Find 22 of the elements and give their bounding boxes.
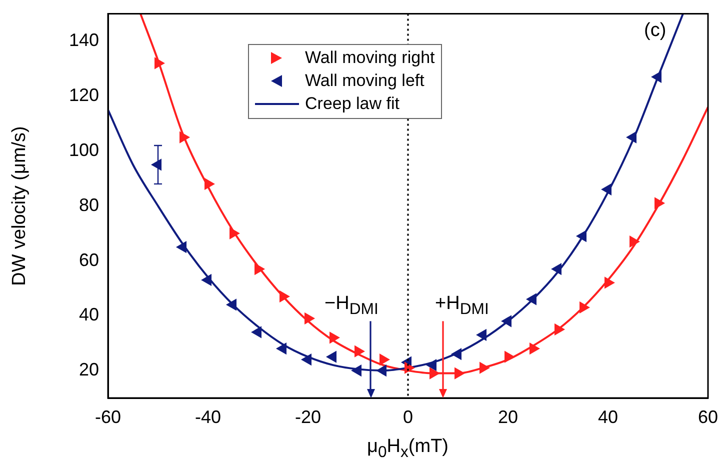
- legend-label: Wall moving right: [305, 48, 435, 68]
- y-tick-label: 100: [68, 140, 99, 160]
- x-tick-label: 0: [402, 406, 414, 427]
- y-tick-label: 140: [68, 30, 99, 50]
- y-tick-label: 120: [68, 85, 99, 106]
- legend-label: Creep law fit: [305, 94, 400, 114]
- x-tick-label: 60: [698, 406, 718, 427]
- x-axis-title: μ$_{0}$H$_{x}$(mT): [367, 436, 449, 462]
- legend-label: Wall moving left: [305, 71, 424, 92]
- x-tick-label: 20: [498, 406, 518, 427]
- y-axis-title: DW velocity (μm/s): [8, 126, 31, 286]
- x-tick-label: 40: [598, 406, 618, 427]
- y-tick-label: 40: [78, 304, 99, 325]
- y-tick-label: 80: [78, 194, 99, 215]
- x-tick-label: -20: [294, 406, 322, 427]
- x-tick-label: -40: [194, 406, 222, 427]
- y-tick-label: 60: [78, 250, 99, 270]
- ref-line-label: +H$_{DMI}$: [435, 293, 489, 319]
- y-tick-label: 20: [78, 360, 99, 380]
- x-tick-label: -60: [94, 406, 122, 427]
- annotation: (c): [644, 20, 666, 42]
- ref-line-label: −H$_{DMI}$: [324, 293, 378, 319]
